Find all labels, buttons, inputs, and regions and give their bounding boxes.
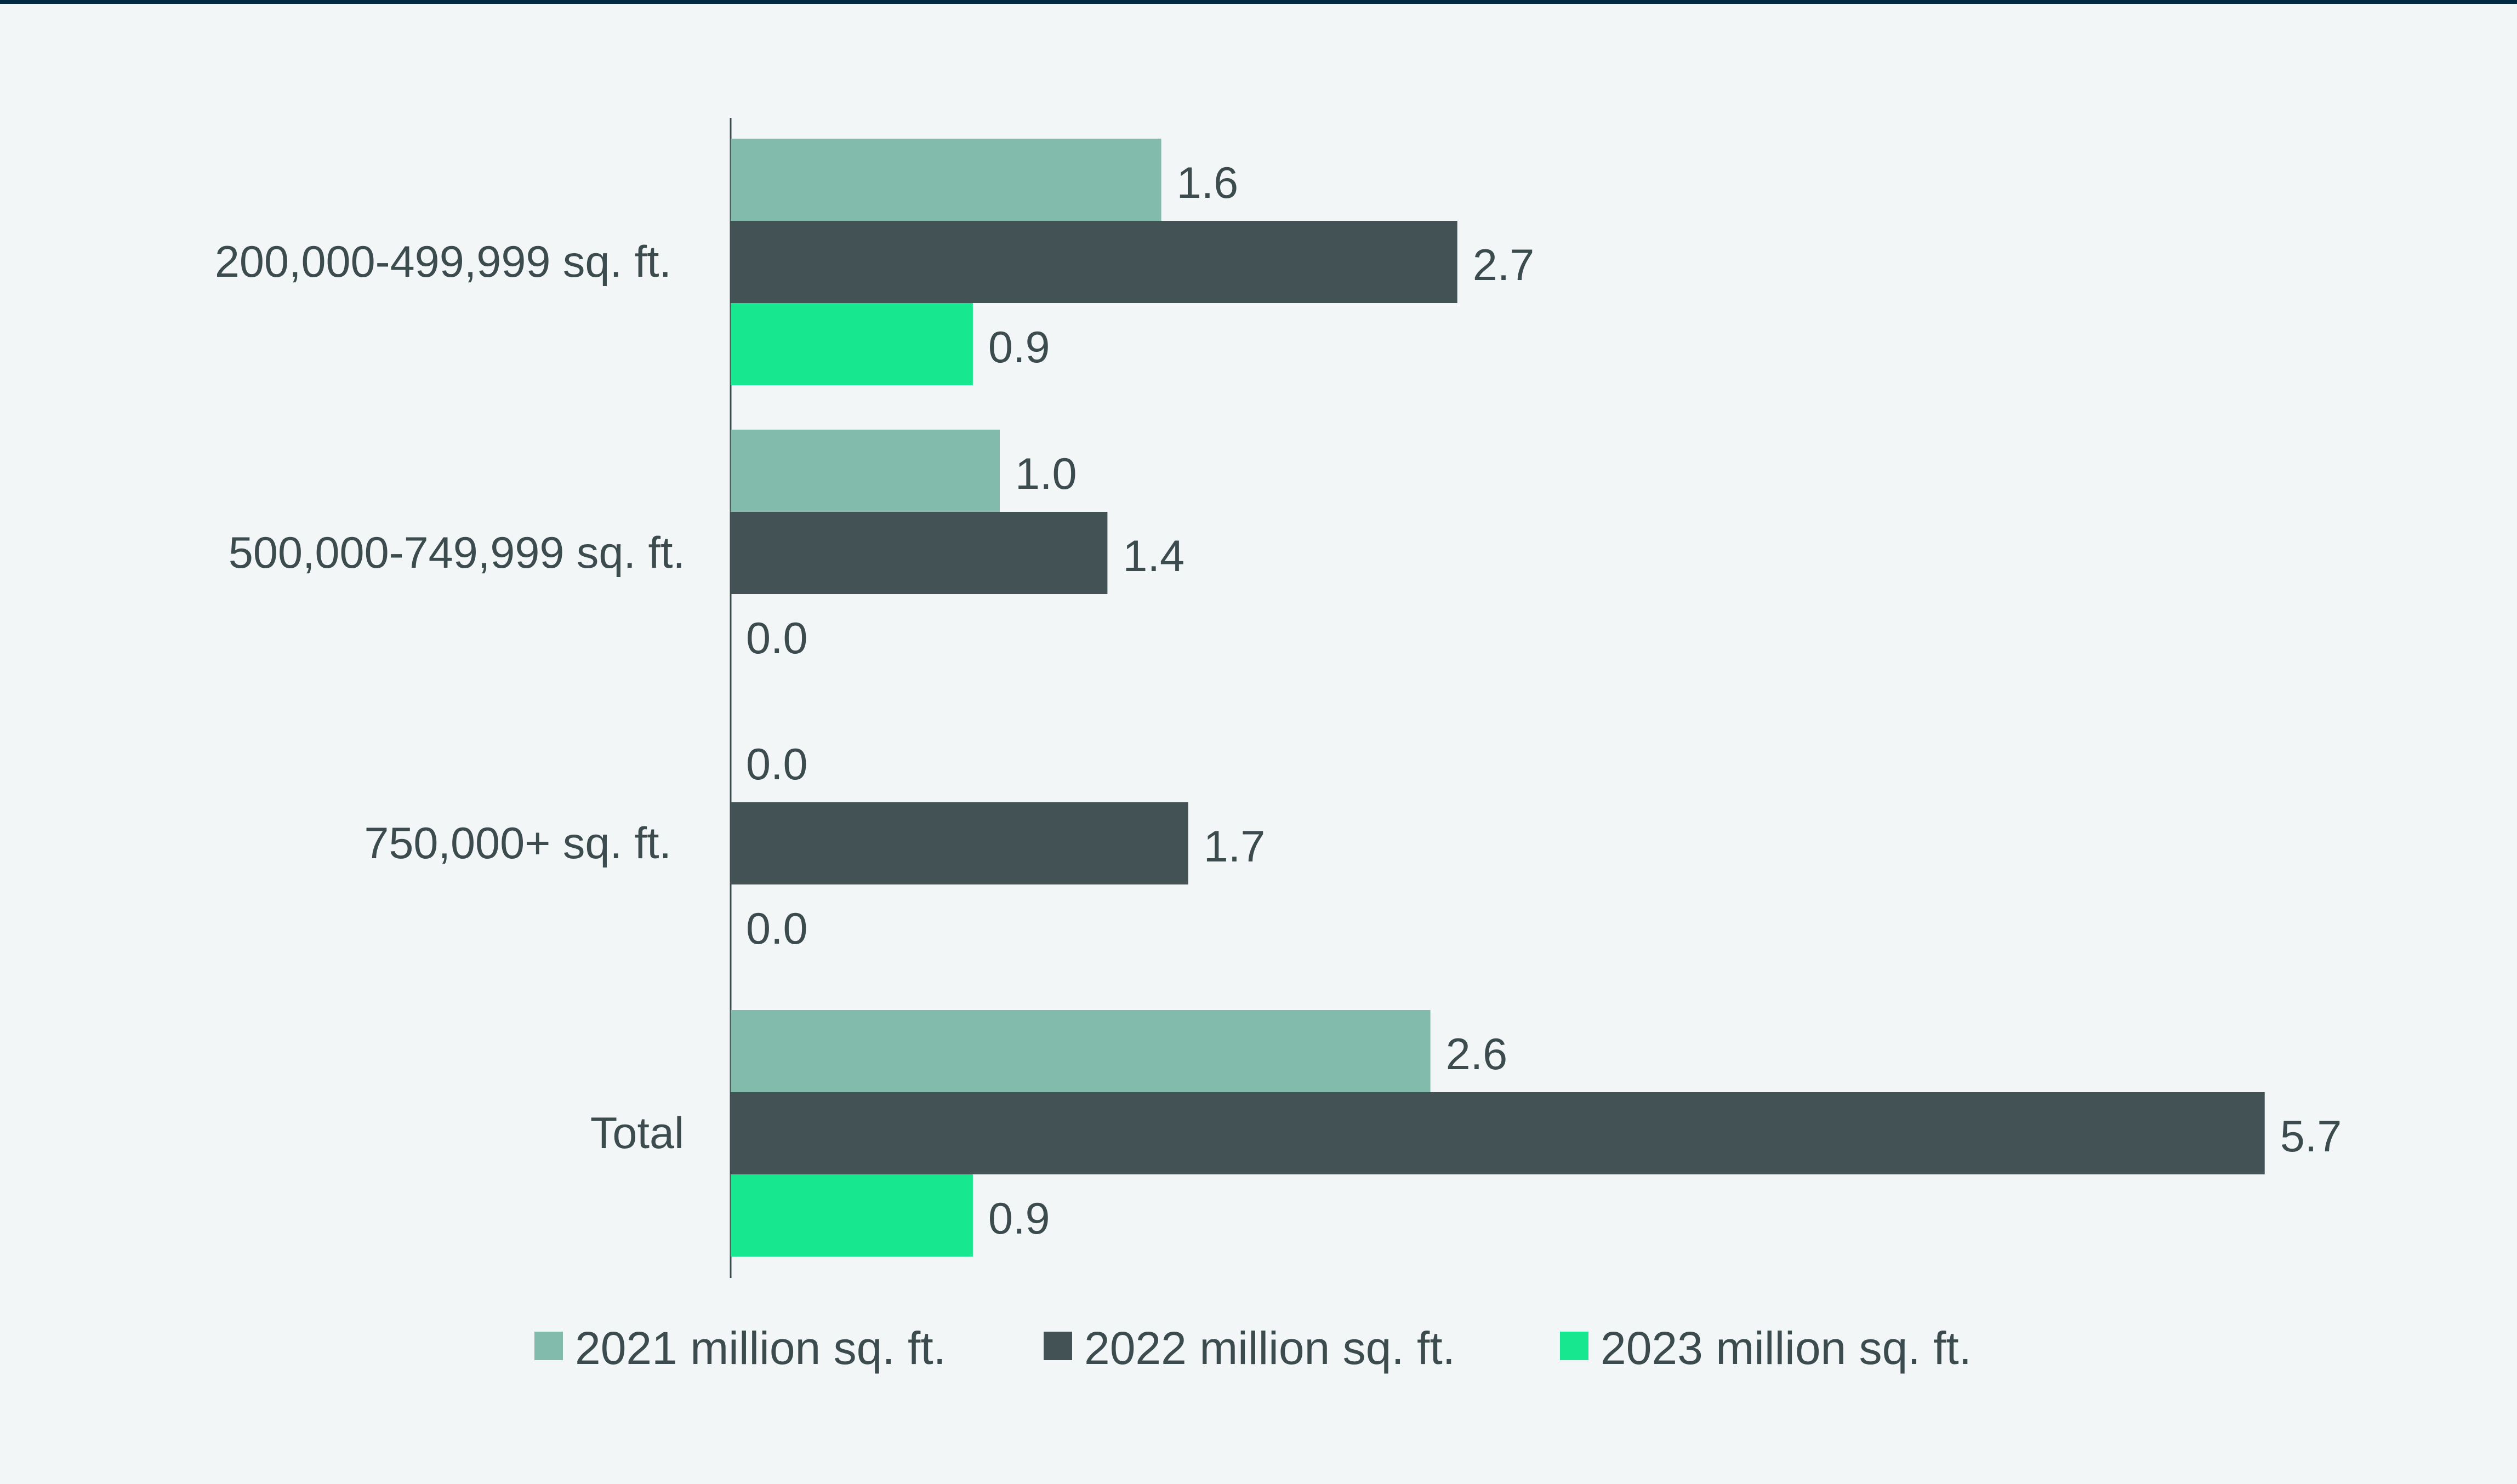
bar-2022-million-sq-ft-750-000-sq-ft bbox=[731, 802, 1188, 884]
bar-2021-million-sq-ft-200-000-499-999-sq-ft bbox=[731, 139, 1161, 221]
legend-swatch-2022-million-sq-ft bbox=[1044, 1332, 1072, 1360]
category-label-200-000-499-999-sq-ft: 200,000-499,999 sq. ft. bbox=[215, 237, 671, 287]
data-label-2023-million-sq-ft-total: 0.9 bbox=[988, 1194, 1050, 1243]
data-label-2021-million-sq-ft-500-000-749-999-sq-ft: 1.0 bbox=[1015, 449, 1077, 499]
bar-2023-million-sq-ft-200-000-499-999-sq-ft bbox=[731, 303, 973, 385]
data-label-2021-million-sq-ft-200-000-499-999-sq-ft: 1.6 bbox=[1177, 158, 1239, 208]
legend-label-2022-million-sq-ft: 2022 million sq. ft. bbox=[1084, 1322, 1455, 1374]
data-label-2023-million-sq-ft-500-000-749-999-sq-ft: 0.0 bbox=[746, 614, 808, 663]
bar-2021-million-sq-ft-500-000-749-999-sq-ft bbox=[731, 430, 1000, 512]
legend-label-2021-million-sq-ft: 2021 million sq. ft. bbox=[575, 1322, 946, 1374]
bar-2023-million-sq-ft-total bbox=[731, 1174, 973, 1257]
legend-swatch-2023-million-sq-ft bbox=[1560, 1332, 1588, 1360]
category-label-750-000-sq-ft: 750,000+ sq. ft. bbox=[364, 819, 671, 868]
data-label-2022-million-sq-ft-500-000-749-999-sq-ft: 1.4 bbox=[1123, 532, 1185, 581]
data-label-2023-million-sq-ft-750-000-sq-ft: 0.0 bbox=[746, 904, 808, 954]
bar-2022-million-sq-ft-500-000-749-999-sq-ft bbox=[731, 512, 1108, 594]
data-label-2021-million-sq-ft-total: 2.6 bbox=[1446, 1030, 1508, 1079]
data-label-2022-million-sq-ft-750-000-sq-ft: 1.7 bbox=[1204, 822, 1266, 871]
top-border bbox=[0, 0, 2517, 4]
bar-2021-million-sq-ft-total bbox=[731, 1010, 1431, 1092]
bar-2022-million-sq-ft-200-000-499-999-sq-ft bbox=[731, 221, 1457, 303]
bars bbox=[731, 139, 2265, 1257]
data-label-2022-million-sq-ft-total: 5.7 bbox=[2280, 1112, 2342, 1161]
legend: 2021 million sq. ft. 2022 million sq. ft.… bbox=[534, 1322, 1972, 1374]
legend-swatch-2021-million-sq-ft bbox=[534, 1332, 563, 1360]
data-label-2021-million-sq-ft-750-000-sq-ft: 0.0 bbox=[746, 740, 808, 789]
category-label-500-000-749-999-sq-ft: 500,000-749,999 sq. ft. bbox=[229, 528, 685, 578]
category-label-total: Total bbox=[590, 1109, 684, 1158]
data-labels: 1.6 1.0 0.0 2.6 2.7 1.4 1.7 5.7 0.9 0.0 0.0 0.9 bbox=[746, 158, 2342, 1243]
data-label-2023-million-sq-ft-200-000-499-999-sq-ft: 0.9 bbox=[988, 323, 1050, 372]
category-labels: 200,000-499,999 sq. ft. 500,000-749,999 s… bbox=[215, 237, 685, 1158]
bar-2022-million-sq-ft-total bbox=[731, 1092, 2265, 1174]
data-label-2022-million-sq-ft-200-000-499-999-sq-ft: 2.7 bbox=[1473, 241, 1535, 290]
legend-label-2023-million-sq-ft: 2023 million sq. ft. bbox=[1601, 1322, 1972, 1374]
